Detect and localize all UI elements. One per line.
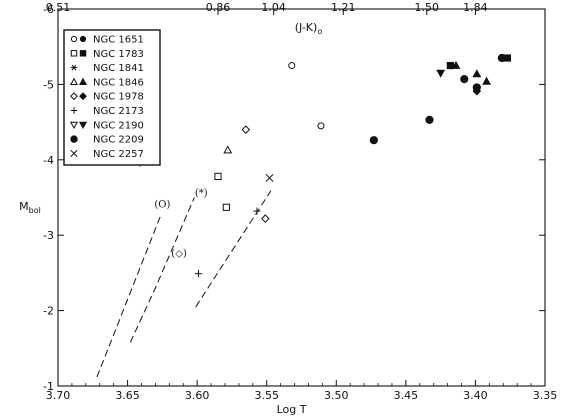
- legend-symbol-diamond-open: [70, 92, 78, 101]
- legend-label: NGC 2190: [93, 120, 144, 131]
- legend-symbol-cross: [70, 149, 78, 157]
- legend-label: NGC 1846: [93, 77, 144, 88]
- evolutionary-tracks: [96, 190, 272, 378]
- x-tick-label: 3.45: [394, 389, 419, 402]
- track-annotation: (◇): [171, 248, 187, 259]
- x-tick-label: 3.55: [254, 389, 279, 402]
- data-point-plus: [253, 207, 261, 215]
- legend-symbol-square-open: [70, 50, 78, 57]
- legend-symbol-circle-filled: [79, 35, 87, 43]
- legend-symbol-dot-filled: [70, 135, 78, 143]
- track-line: [129, 197, 195, 343]
- data-points: [194, 53, 512, 278]
- x-tick-label: 3.40: [463, 389, 488, 402]
- data-point-dot-filled: [460, 75, 469, 84]
- y-tick-label: -5: [43, 78, 54, 91]
- plot-border: [57, 8, 546, 387]
- data-point-square-open: [214, 172, 222, 180]
- top-tick-label: 1.84: [463, 1, 488, 14]
- legend-symbol-diamond-filled: [79, 92, 87, 101]
- y-tick-label: -1: [43, 380, 54, 393]
- legend-label: NGC 2209: [93, 135, 144, 146]
- data-point-dot-filled: [369, 136, 378, 145]
- data-point-square-open: [222, 203, 230, 211]
- legend-symbol-circle-open: [70, 35, 78, 43]
- data-point-diamond-open: [261, 214, 270, 223]
- legend-label: NGC 1783: [93, 49, 144, 60]
- legend-symbol-plus: [70, 107, 78, 114]
- x-tick-label: 3.65: [115, 389, 140, 402]
- legend-label: NGC 2173: [93, 106, 144, 117]
- data-point-plus: [194, 270, 203, 278]
- top-tick-label: 0.86: [206, 1, 231, 14]
- x-tick-label: 3.60: [185, 389, 210, 402]
- data-point-circle-open: [288, 62, 296, 70]
- legend-symbol-triangle-down-open: [69, 121, 79, 130]
- top-tick-label: 1.21: [331, 1, 356, 14]
- data-point-circle-open: [317, 122, 325, 130]
- data-point-square-filled: [503, 54, 512, 62]
- data-point-triangle-down-filled: [436, 69, 446, 78]
- legend-label: NGC 1651: [93, 35, 144, 46]
- x-tick-label: 3.70: [46, 389, 71, 402]
- legend-label: NGC 1978: [93, 92, 144, 103]
- top-tick-label: 0.51: [46, 1, 71, 14]
- legend-symbol-triangle-down-filled: [78, 121, 88, 130]
- data-point-diamond-filled: [472, 86, 482, 96]
- data-point-diamond-open: [241, 125, 251, 134]
- y-tick-label: -3: [43, 229, 54, 242]
- top-tick-label: 1.50: [414, 1, 439, 14]
- data-point-triangle-up-filled: [482, 76, 492, 85]
- legend-symbol-asterisk: [70, 64, 78, 71]
- legend-label: NGC 1841: [93, 63, 144, 74]
- data-point-dot-filled: [425, 115, 434, 124]
- data-point-triangle-up-filled: [472, 69, 482, 78]
- x-tick-label: 3.50: [324, 389, 349, 402]
- track-line: [195, 190, 272, 308]
- data-point-triangle-up-filled: [451, 60, 461, 69]
- track-annotation: (Ο): [154, 199, 170, 210]
- legend: NGC 1651 NGC 1783 NGC 1841 NGC 1846 NGC 1978…: [63, 29, 161, 166]
- track-line: [96, 214, 162, 378]
- track-annotation: (*): [195, 188, 208, 199]
- top-tick-label: 1.04: [261, 1, 286, 14]
- top-axis-label: (J-K)o: [295, 21, 323, 36]
- legend-symbol-triangle-up-open: [69, 77, 79, 85]
- y-axis-label: Mbol: [19, 200, 41, 215]
- y-tick-label: -2: [43, 305, 54, 318]
- x-tick-label: 3.35: [533, 389, 558, 402]
- legend-label: NGC 2257: [93, 149, 144, 160]
- data-point-cross: [265, 173, 274, 182]
- axes: 3.70 3.65 3.60 3.55 3.50 3.45 3.40 3.35 -1 -2 -3 -4…: [43, 1, 557, 402]
- plot-frame: [57, 8, 546, 387]
- y-tick-label: -4: [43, 154, 54, 167]
- y-tick-label: -6: [43, 3, 54, 16]
- legend-symbol-triangle-up-filled: [78, 77, 88, 85]
- legend-symbol-square-filled: [79, 50, 87, 57]
- x-axis-label: Log T: [277, 403, 307, 416]
- data-point-triangle-up-open: [223, 145, 233, 154]
- track-annotations: (Ο) (*) (◇): [154, 188, 207, 259]
